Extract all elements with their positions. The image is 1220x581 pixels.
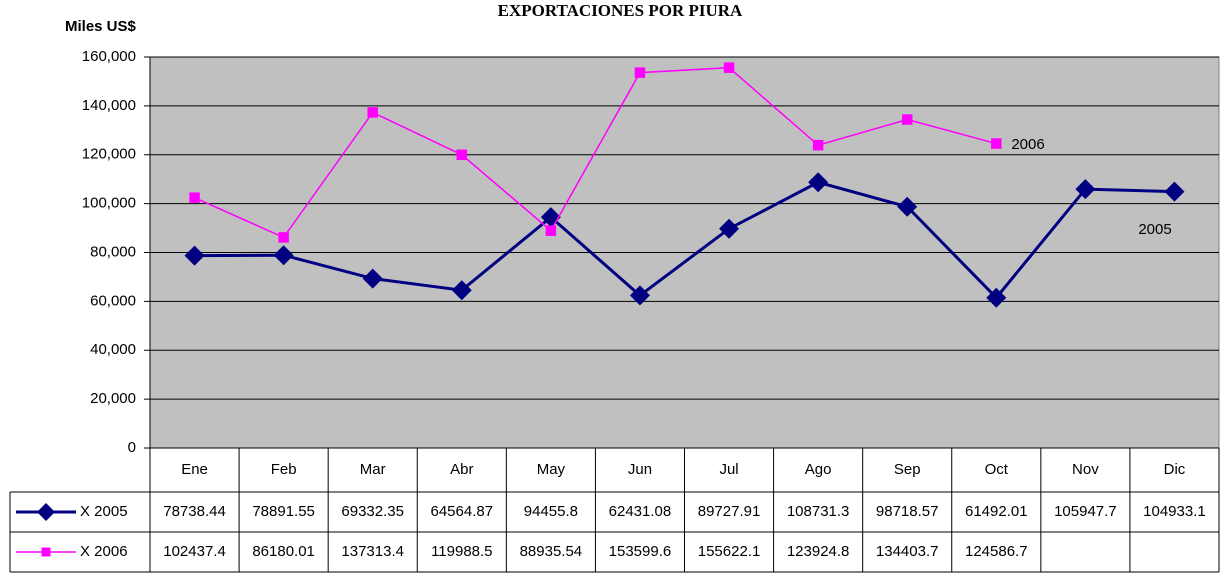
table-value: 153599.6 (609, 543, 672, 560)
annotation: 2006 (1011, 136, 1044, 153)
x-tick-label: Sep (894, 461, 921, 478)
table-value: 64564.87 (431, 503, 494, 520)
marker (278, 232, 289, 243)
marker (897, 196, 918, 217)
marker (991, 138, 1002, 149)
x-tick-label: May (537, 461, 566, 478)
marker (184, 245, 205, 266)
legend-label: X 2005 (80, 503, 128, 520)
x-tick-label: Ene (181, 461, 208, 478)
x-tick-label: Ago (805, 461, 832, 478)
table-value: 155622.1 (698, 543, 761, 560)
y-tick-label: 140,000 (82, 97, 136, 114)
marker (362, 268, 383, 289)
x-tick-label: Mar (360, 461, 386, 478)
marker (719, 218, 740, 239)
marker (986, 287, 1007, 308)
marker (189, 192, 200, 203)
marker (545, 225, 557, 236)
table-value: 62431.08 (609, 503, 672, 520)
y-tick-label: 20,000 (90, 390, 136, 407)
y-axis-label: Miles US$ (65, 18, 137, 35)
table-value: 98718.57 (876, 503, 939, 520)
y-tick-label: 80,000 (90, 243, 136, 260)
table-value: 105947.7 (1054, 503, 1117, 520)
marker (451, 280, 472, 301)
table-value: 69332.35 (341, 503, 404, 520)
marker (1164, 181, 1185, 202)
x-tick-label: Oct (985, 461, 1009, 478)
marker (37, 503, 55, 521)
table-value: 61492.01 (965, 503, 1028, 520)
table-value: 123924.8 (787, 543, 850, 560)
marker (629, 285, 650, 306)
table-value: 137313.4 (341, 543, 404, 560)
x-tick-label: Feb (271, 461, 297, 478)
table-value: 119988.5 (431, 543, 492, 560)
y-tick-label: 100,000 (82, 195, 136, 212)
marker (41, 547, 51, 557)
marker (634, 67, 646, 78)
table-value: 124586.7 (965, 543, 1028, 560)
table-value: 108731.3 (787, 503, 850, 520)
y-tick-label: 0 (128, 439, 136, 456)
x-tick-label: Nov (1072, 461, 1099, 478)
x-tick-label: Jun (628, 461, 652, 478)
x-tick-label: Abr (450, 461, 473, 478)
y-tick-label: 60,000 (90, 292, 136, 309)
table-value: 78891.55 (252, 503, 315, 520)
legend-label: X 2006 (80, 543, 128, 560)
x-tick-label: Jul (719, 461, 738, 478)
table-value: 104933.1 (1143, 503, 1206, 520)
series-line (194, 66, 997, 239)
x-tick-label: Dic (1164, 461, 1186, 478)
table-value: 88935.54 (520, 543, 583, 560)
table-value: 89727.91 (698, 503, 761, 520)
table-value: 78738.44 (163, 503, 226, 520)
chart-title: EXPORTACIONES POR PIURA (498, 1, 743, 20)
y-tick-label: 40,000 (90, 341, 136, 358)
annotation: 2005 (1138, 221, 1171, 238)
table-value: 86180.01 (252, 543, 315, 560)
marker (367, 107, 378, 118)
table-value: 134403.7 (876, 543, 939, 560)
marker (808, 172, 829, 193)
series-line (194, 180, 1175, 300)
marker (812, 139, 824, 151)
table-value: 102437.4 (163, 543, 226, 560)
y-tick-label: 160,000 (82, 48, 136, 65)
marker (723, 62, 735, 73)
table-value: 94455.8 (524, 503, 578, 520)
marker (901, 114, 913, 125)
y-tick-label: 120,000 (82, 146, 136, 163)
marker (1075, 179, 1096, 200)
marker (273, 245, 294, 266)
marker (456, 149, 468, 161)
